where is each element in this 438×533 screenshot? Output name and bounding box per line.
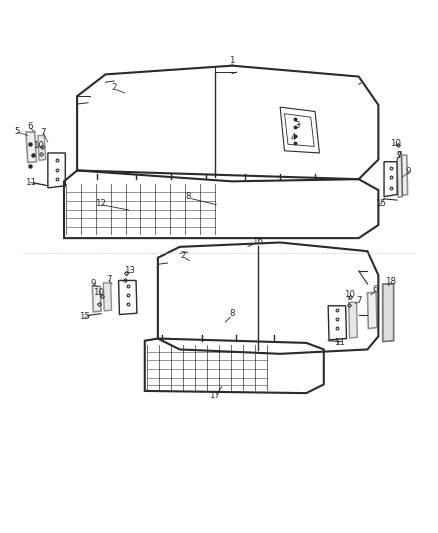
Text: 4: 4 — [290, 133, 296, 142]
Text: 17: 17 — [209, 391, 220, 400]
Text: 9: 9 — [91, 279, 96, 288]
Text: 16: 16 — [252, 237, 263, 246]
Text: 7: 7 — [356, 296, 361, 305]
Text: 9: 9 — [406, 167, 411, 176]
Text: 18: 18 — [385, 277, 396, 286]
Text: 7: 7 — [41, 127, 46, 136]
Text: 3: 3 — [295, 122, 300, 131]
Text: 2: 2 — [111, 83, 117, 92]
Text: 7: 7 — [106, 275, 112, 284]
Text: 10: 10 — [33, 141, 44, 150]
Text: 12: 12 — [95, 199, 106, 208]
Text: 2: 2 — [180, 251, 186, 260]
Polygon shape — [402, 155, 408, 195]
Text: 11: 11 — [25, 178, 36, 187]
Polygon shape — [397, 157, 403, 198]
Text: 6: 6 — [28, 122, 33, 131]
Text: 6: 6 — [373, 285, 378, 294]
Text: 10: 10 — [390, 139, 401, 148]
Polygon shape — [38, 135, 46, 160]
Text: 8: 8 — [186, 192, 191, 201]
Text: 11: 11 — [334, 338, 345, 348]
Text: 10: 10 — [93, 288, 104, 297]
Text: 5: 5 — [14, 127, 20, 136]
Polygon shape — [367, 293, 377, 328]
Polygon shape — [26, 132, 36, 163]
Polygon shape — [103, 282, 112, 311]
Text: 10: 10 — [344, 290, 356, 300]
Polygon shape — [92, 286, 101, 312]
Polygon shape — [383, 284, 394, 342]
Polygon shape — [349, 302, 357, 338]
Text: 13: 13 — [124, 266, 135, 276]
Text: 15: 15 — [375, 199, 386, 208]
Text: 8: 8 — [230, 309, 235, 318]
Text: 7: 7 — [396, 151, 402, 160]
Text: 1: 1 — [230, 56, 235, 65]
Text: 15: 15 — [79, 312, 90, 321]
